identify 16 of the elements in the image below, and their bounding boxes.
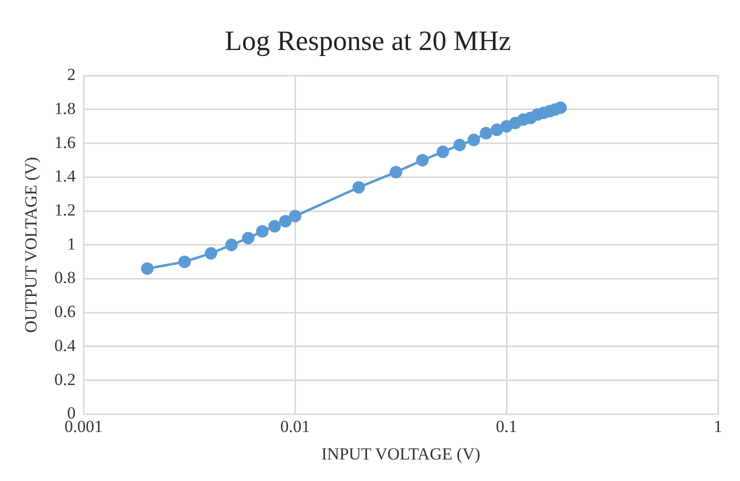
x-tick-label: 0.1 bbox=[496, 416, 518, 436]
chart-title: Log Response at 20 MHz bbox=[224, 26, 512, 58]
x-tick-label: 0.01 bbox=[280, 416, 310, 436]
y-tick-label: 1.6 bbox=[54, 132, 76, 152]
y-tick-label: 1 bbox=[67, 234, 76, 254]
y-tick-label: 1.8 bbox=[54, 98, 76, 118]
y-tick-label: 2 bbox=[67, 65, 76, 84]
y-tick-label: 0.4 bbox=[54, 336, 76, 355]
y-tick-label: 0.8 bbox=[54, 268, 76, 288]
x-axis-title: INPUT VOLTAGE (V) bbox=[321, 444, 480, 464]
y-axis-title: OUTPUT VOLTAGE (V) bbox=[22, 156, 41, 333]
y-tick-label: 1.4 bbox=[54, 166, 76, 186]
y-tick-label: 0.2 bbox=[54, 370, 76, 389]
y-tick-label: 1.2 bbox=[54, 200, 76, 220]
y-tick-label: 0.6 bbox=[54, 302, 76, 322]
x-tick-label: 1 bbox=[714, 416, 722, 436]
